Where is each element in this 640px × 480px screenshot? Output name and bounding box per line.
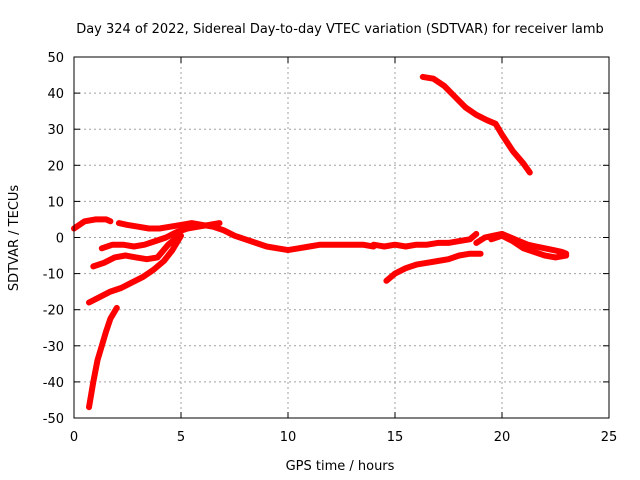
x-tick-label: 25 bbox=[601, 430, 618, 445]
series-arc-2 bbox=[115, 220, 377, 254]
series-arc-4 bbox=[90, 234, 180, 270]
chart-title: Day 324 of 2022, Sidereal Day-to-day VTE… bbox=[76, 22, 604, 37]
y-tick-label: -30 bbox=[43, 340, 64, 355]
x-axis-label: GPS time / hours bbox=[286, 459, 395, 474]
y-tick-label: 0 bbox=[56, 232, 64, 247]
series-arc-8 bbox=[383, 250, 484, 284]
y-tick-label: -40 bbox=[43, 376, 64, 391]
y-tick-label: 40 bbox=[47, 87, 64, 102]
series-arc-7 bbox=[370, 230, 480, 250]
data-series-group bbox=[71, 73, 570, 411]
y-axis-label: SDTVAR / TECUs bbox=[7, 185, 22, 292]
y-tick-label: 30 bbox=[47, 123, 64, 138]
series-arc-1 bbox=[71, 216, 114, 232]
x-tick-label: 20 bbox=[494, 430, 511, 445]
series-arc-5 bbox=[86, 232, 184, 306]
y-tick-label: 50 bbox=[47, 51, 64, 66]
axes: 0 5 10 15 20 25 -50 -40 -30 -20 -10 0 10 20 30 40 50 bbox=[43, 51, 618, 445]
y-tick-label: -10 bbox=[43, 268, 64, 283]
plot-frame bbox=[73, 56, 610, 419]
series-arc-10 bbox=[488, 232, 570, 261]
x-tick-label: 10 bbox=[280, 430, 297, 445]
y-tick-label: -50 bbox=[43, 412, 64, 427]
grid-lines bbox=[74, 57, 609, 418]
x-tick-label: 5 bbox=[177, 430, 185, 445]
y-tick-label: -20 bbox=[43, 304, 64, 319]
series-arc-6 bbox=[86, 304, 120, 411]
y-tick-label: 10 bbox=[47, 195, 64, 210]
series-arc-11 bbox=[419, 73, 533, 176]
y-tick-label: 20 bbox=[47, 159, 64, 174]
x-tick-label: 15 bbox=[387, 430, 404, 445]
x-tick-label: 0 bbox=[70, 430, 78, 445]
series-arc-3 bbox=[98, 220, 223, 252]
